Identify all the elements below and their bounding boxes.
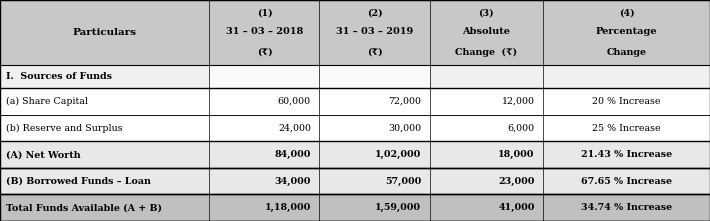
Text: I.  Sources of Funds: I. Sources of Funds — [6, 72, 111, 81]
Text: 12,000: 12,000 — [502, 97, 535, 106]
Text: (a) Share Capital: (a) Share Capital — [6, 97, 87, 106]
Text: 31 – 03 – 2019: 31 – 03 – 2019 — [336, 27, 413, 36]
Text: 30,000: 30,000 — [388, 124, 421, 133]
Bar — [0, 194, 710, 221]
Text: 34.74 % Increase: 34.74 % Increase — [581, 203, 672, 212]
Text: (A) Net Worth: (A) Net Worth — [6, 150, 80, 159]
Text: (2): (2) — [366, 9, 383, 17]
Text: 41,000: 41,000 — [498, 203, 535, 212]
Text: Percentage: Percentage — [596, 27, 657, 36]
Text: (b) Reserve and Surplus: (b) Reserve and Surplus — [6, 124, 122, 133]
Text: (3): (3) — [479, 9, 494, 17]
Bar — [0, 65, 710, 88]
Text: 1,18,000: 1,18,000 — [265, 203, 311, 212]
Text: 84,000: 84,000 — [275, 150, 311, 159]
Text: (1): (1) — [256, 9, 273, 17]
Bar — [0, 141, 710, 168]
Text: 23,000: 23,000 — [498, 177, 535, 186]
Text: Total Funds Available (A + B): Total Funds Available (A + B) — [6, 203, 162, 212]
Text: (₹): (₹) — [366, 48, 383, 57]
Text: 6,000: 6,000 — [508, 124, 535, 133]
Text: 25 % Increase: 25 % Increase — [592, 124, 661, 133]
Text: 67.65 % Increase: 67.65 % Increase — [581, 177, 672, 186]
Bar — [0, 0, 710, 65]
Text: 72,000: 72,000 — [388, 97, 421, 106]
Bar — [0, 115, 710, 141]
Text: Particulars: Particulars — [72, 28, 137, 37]
Text: Change  (₹): Change (₹) — [455, 48, 518, 57]
Text: Change: Change — [606, 48, 647, 57]
Text: (4): (4) — [618, 9, 635, 17]
Text: 20 % Increase: 20 % Increase — [592, 97, 661, 106]
Bar — [0, 168, 710, 194]
Text: 21.43 % Increase: 21.43 % Increase — [581, 150, 672, 159]
Text: 1,02,000: 1,02,000 — [375, 150, 421, 159]
Text: 24,000: 24,000 — [278, 124, 311, 133]
Text: Absolute: Absolute — [462, 27, 510, 36]
Text: (₹): (₹) — [256, 48, 273, 57]
Bar — [0, 88, 710, 115]
Text: 60,000: 60,000 — [278, 97, 311, 106]
Text: (B) Borrowed Funds – Loan: (B) Borrowed Funds – Loan — [6, 177, 151, 186]
Text: 31 – 03 – 2018: 31 – 03 – 2018 — [226, 27, 303, 36]
Bar — [209, 65, 430, 88]
Text: 18,000: 18,000 — [498, 150, 535, 159]
Text: 1,59,000: 1,59,000 — [375, 203, 421, 212]
Text: 34,000: 34,000 — [275, 177, 311, 186]
Text: 57,000: 57,000 — [385, 177, 421, 186]
